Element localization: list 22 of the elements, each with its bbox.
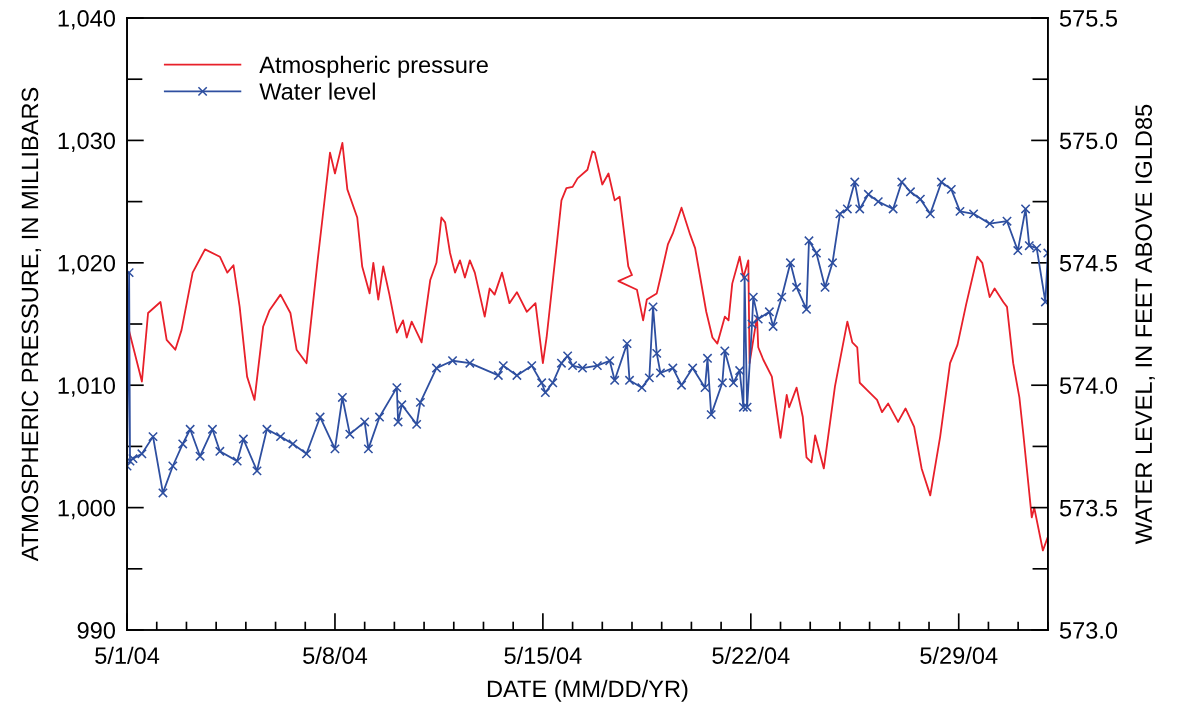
y2-tick-label: 573.5	[1059, 499, 1118, 517]
y-tick-label: 990	[77, 622, 116, 639]
y-tick-label: 1,000	[58, 499, 116, 520]
y-axis-title: ATMOSPHERIC PRESSURE, IN MILLIBARS	[21, 87, 42, 562]
x-tick-label: 5/8/04	[303, 646, 368, 665]
y2-tick-label: 575.5	[1059, 10, 1118, 27]
y2-tick-label: 574.5	[1059, 255, 1118, 272]
y-tick-label: 1,040	[58, 10, 116, 30]
x-tick-label: 5/1/04	[95, 646, 160, 665]
y2-tick-label: 574.0	[1059, 377, 1118, 394]
legend-label: Water level	[259, 82, 375, 100]
x-axis-title: DATE (MM/DD/YR)	[487, 679, 688, 702]
y-tick-label: 1,030	[58, 132, 116, 152]
x-tick-label: 5/29/04	[920, 646, 998, 665]
legend-label: Atmospheric pressure	[259, 55, 488, 78]
y-tick-label: 1,020	[58, 254, 116, 275]
y2-tick-label: 573.0	[1059, 622, 1118, 639]
y2-axis-title: WATER LEVEL, IN FEET ABOVE IGLD85	[1135, 104, 1155, 545]
y-tick-label: 1,010	[58, 377, 116, 397]
x-tick-label: 5/22/04	[712, 646, 790, 665]
x-tick-label: 5/15/04	[504, 646, 582, 665]
y2-tick-label: 575.0	[1059, 132, 1118, 150]
